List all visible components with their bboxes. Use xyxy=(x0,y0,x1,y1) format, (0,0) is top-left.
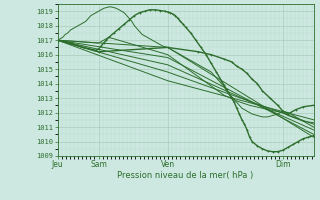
X-axis label: Pression niveau de la mer( hPa ): Pression niveau de la mer( hPa ) xyxy=(117,171,254,180)
